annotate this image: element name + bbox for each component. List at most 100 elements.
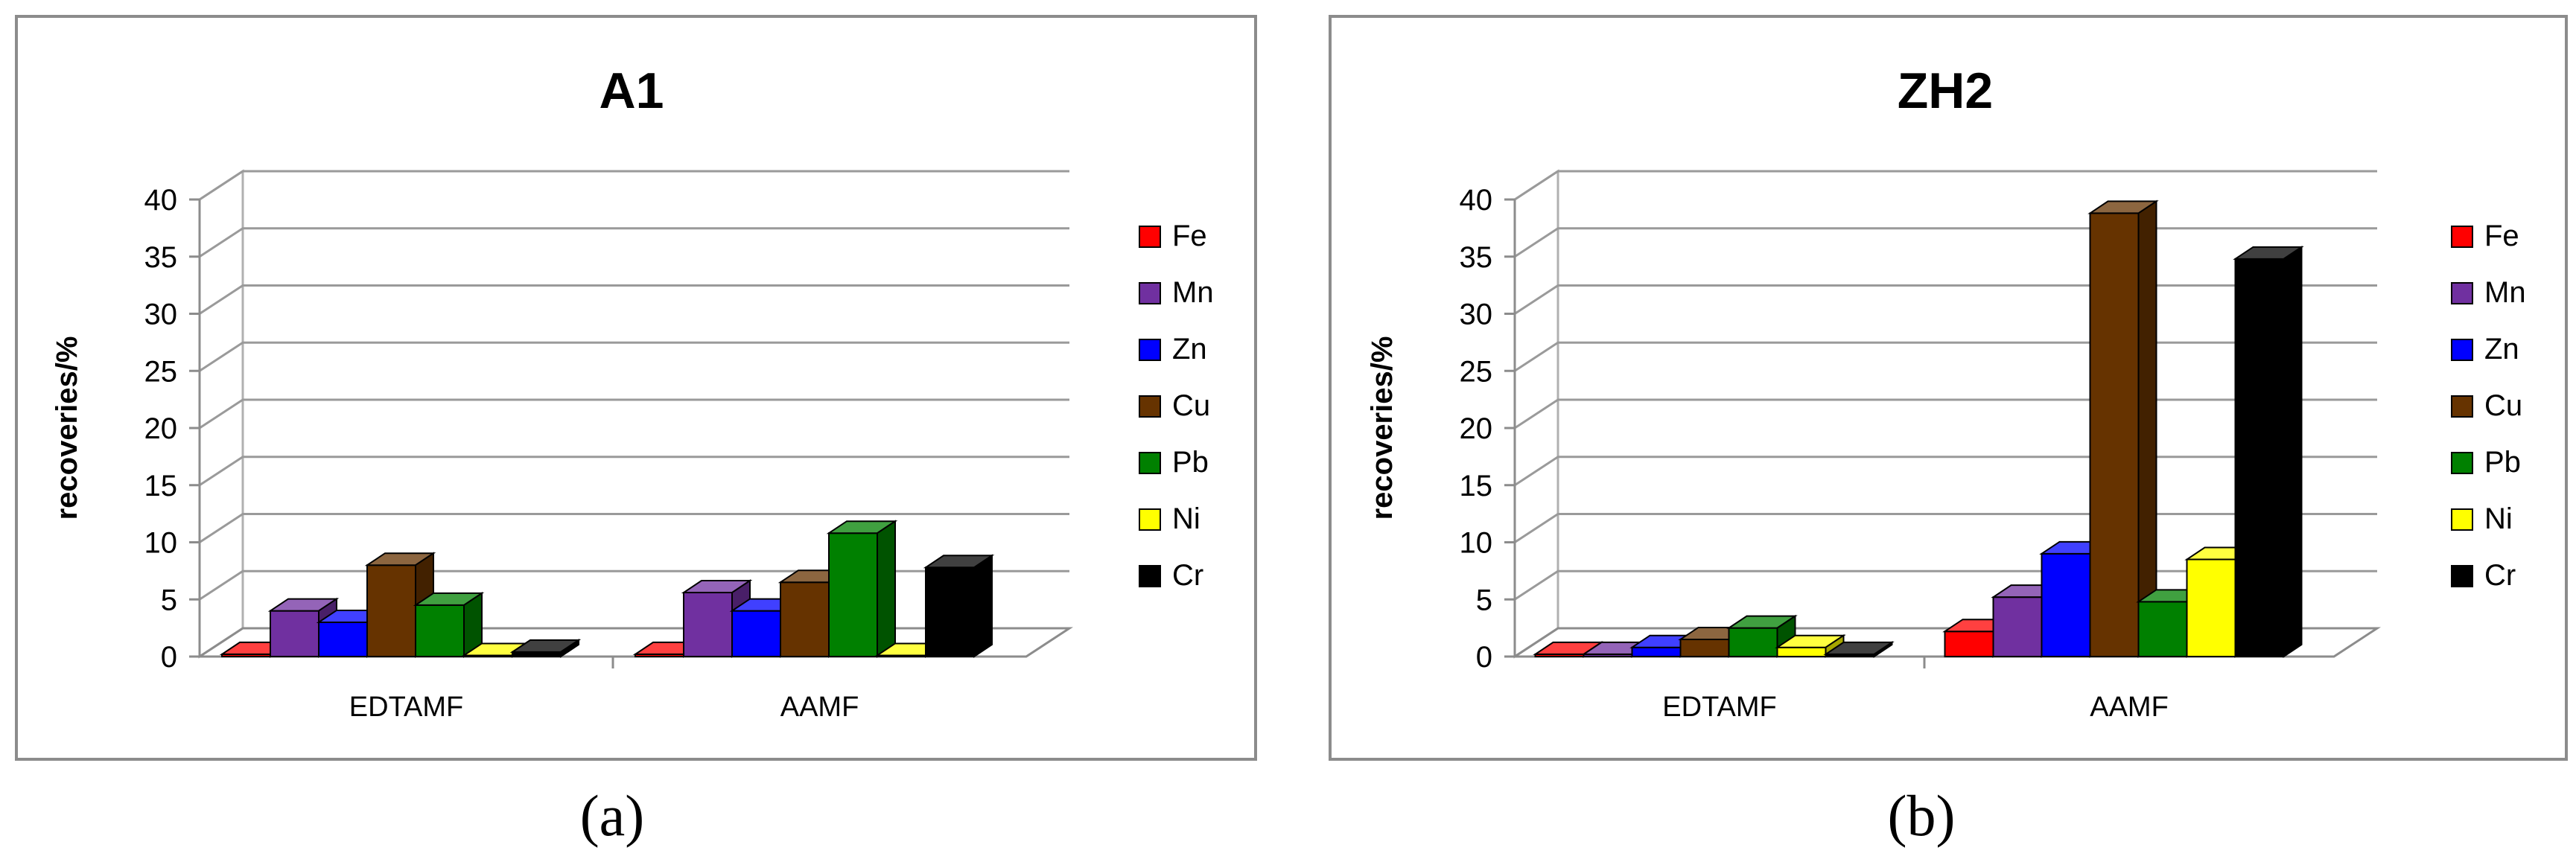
legend-swatch [1139,226,1161,248]
bar-pb-edtamf [413,592,485,658]
chart-title: ZH2 [1898,63,1993,119]
bar-front [780,581,830,657]
bar-pb-aamf [826,520,898,658]
legend-item-mn: Mn [1139,276,1214,309]
bar-front [318,621,368,658]
bar-front [683,592,733,657]
y-tick-label: 10 [144,527,178,560]
bar-side [2137,199,2157,658]
x-tick-label: AAMF [2090,692,2169,723]
bar-side [560,638,579,658]
legend-item-zn: Zn [1139,333,1207,365]
bar-front [1679,638,1730,657]
bar-cr-aamf [923,554,995,658]
legend-label: Cr [2484,559,2516,592]
chart-panel-b: ZH2 0 5 10 15 20 25 30 35 40 recoveries/% EDTAMF AAM… [1329,15,2568,761]
legend-swatch [1139,395,1161,418]
legend-swatch [1139,282,1161,304]
panel-label-a: (a) [580,783,645,848]
bar-front [731,610,781,657]
bar-side [2283,245,2303,658]
bar-cu-aamf [2087,199,2159,658]
legend-swatch [1139,339,1161,361]
y-tick-label: 25 [1460,355,1493,388]
gridline [199,170,1069,201]
legend-label: Cr [1172,559,1203,592]
legend-label: Zn [2484,333,2519,365]
legend-swatch [2451,565,2473,587]
x-tick-label: EDTAMF [1662,692,1776,723]
legend-label: Mn [1172,276,1214,309]
gridline [199,456,1069,487]
legend-label: Cu [2484,389,2522,422]
bar-front [415,604,465,657]
y-tick-label: 0 [1476,641,1492,674]
y-tick-label: 30 [1460,298,1493,331]
bar-front [2186,558,2236,658]
gridline [199,513,1069,543]
y-tick-label: 15 [1460,470,1493,502]
gridline [199,284,1069,315]
bar-cr-edtamf [509,638,582,658]
legend-swatch [2451,395,2473,418]
gridline [199,227,1069,258]
y-tick-label: 35 [1460,241,1493,274]
bar-mn-edtamf [267,597,340,658]
bar-side [973,554,993,658]
y-tick-label: 10 [1460,527,1493,560]
legend-item-cr: Cr [1139,559,1203,592]
y-axis-label: recoveries/% [51,336,83,520]
legend-swatch [2451,508,2473,531]
y-tick-label: 5 [1476,584,1492,616]
y-tick-label: 30 [144,298,178,331]
bar-side [877,520,896,658]
legend-item-pb: Pb [2451,446,2521,479]
y-tick-label: 0 [161,641,177,674]
legend-label: Fe [2484,220,2519,252]
legend-swatch [2451,452,2473,474]
bar-front [2089,212,2140,658]
bar-front [828,532,878,657]
legend-swatch [1139,565,1161,587]
bar-cr-edtamf [1823,641,1895,658]
bar-front [1992,596,2043,657]
legend-label: Mn [2484,276,2526,309]
bar-front [925,566,975,658]
x-tick-label: EDTAMF [349,692,463,723]
gridline [199,398,1069,430]
x-tick-label: AAMF [780,692,859,723]
legend-item-zn: Zn [2451,333,2519,365]
bar-front [2137,601,2188,658]
gridline [1514,170,2377,201]
legend-item-ni: Ni [1139,502,1200,535]
bar-cr-aamf [2233,245,2304,658]
legend-label: Fe [1172,220,1207,252]
chart-title: A1 [600,63,664,119]
bar-front [1631,646,1682,657]
y-tick-label: 20 [1460,412,1493,445]
legend-swatch [1139,508,1161,531]
legend-label: Ni [2484,502,2513,535]
y-axis-label: recoveries/% [1366,336,1399,520]
legend-swatch [2451,226,2473,248]
legend-item-cr: Cr [2451,559,2516,592]
panel-label-b: (b) [1888,783,1956,848]
bar-front [1776,646,1827,657]
y-tick-label: 35 [144,241,178,274]
y-tick-label: 25 [144,355,178,388]
legend-item-fe: Fe [1139,220,1207,252]
legend-item-pb: Pb [1139,446,1209,479]
legend-label: Pb [1172,446,1209,479]
gridline [199,569,1069,601]
legend-label: Ni [1172,502,1200,535]
bar-side [1873,641,1893,658]
chart-frame [15,15,1257,761]
y-tick-label: 5 [161,584,177,616]
legend-item-mn: Mn [2451,276,2526,309]
legend-item-cu: Cu [2451,389,2522,422]
y-tick-label: 15 [144,470,178,502]
legend-swatch [2451,282,2473,304]
legend-swatch [1139,452,1161,474]
gridline [199,341,1069,372]
bar-front [2234,258,2285,657]
